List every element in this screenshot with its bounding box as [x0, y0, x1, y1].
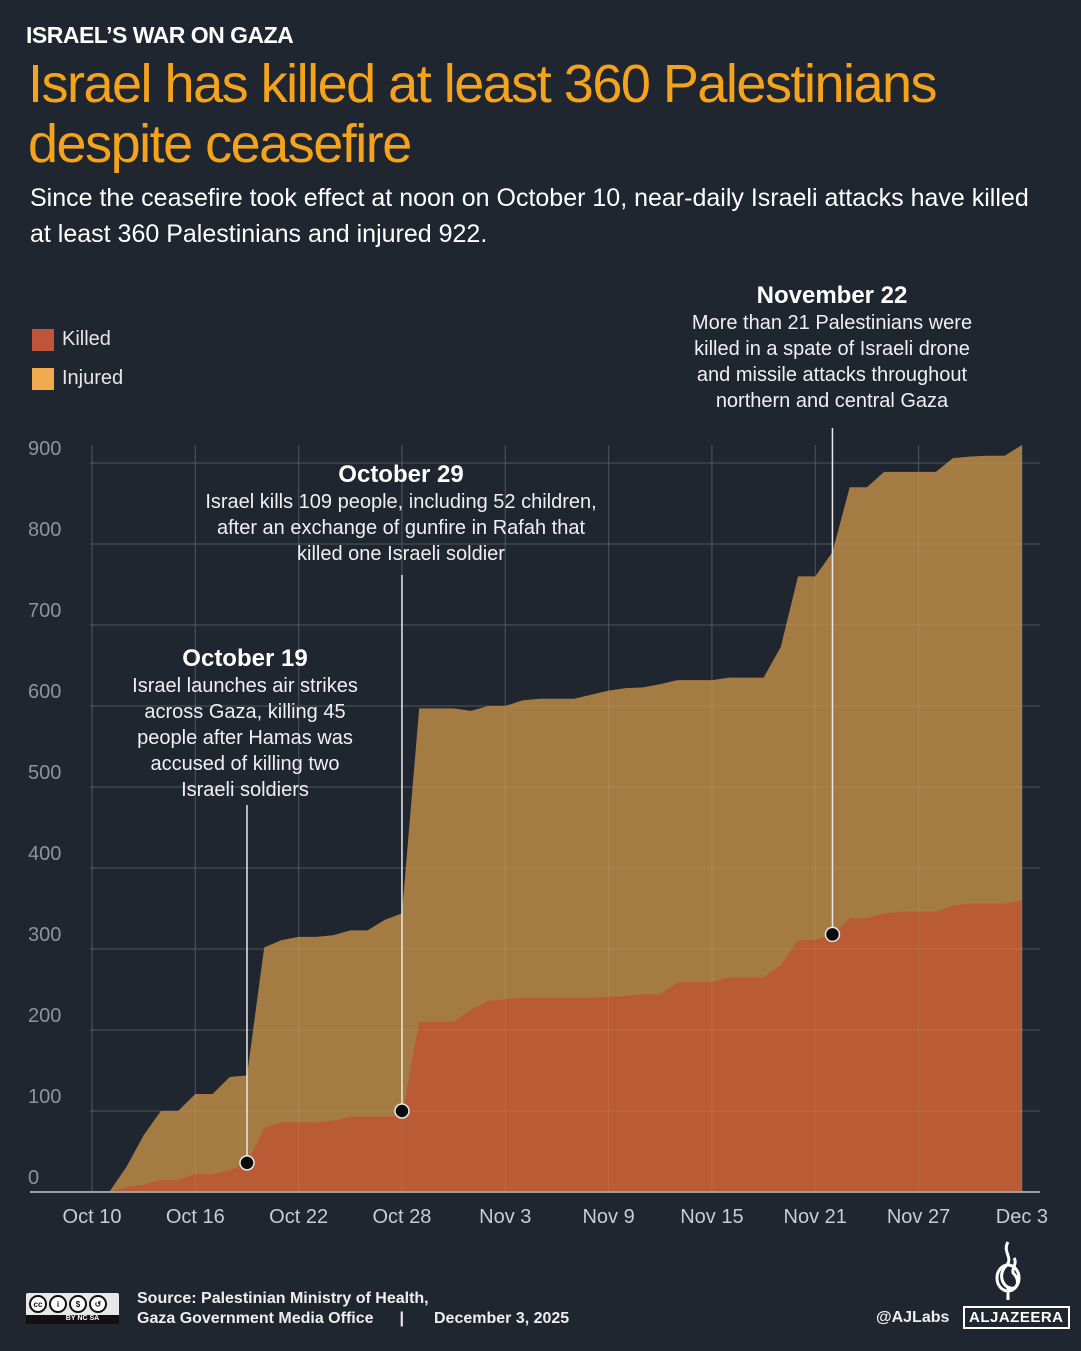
handle: @AJLabs: [876, 1309, 950, 1326]
page-title: Israel has killed at least 360 Palestini…: [28, 54, 938, 174]
y-tick-label: 500: [28, 762, 61, 784]
x-tick-label: Oct 16: [166, 1206, 225, 1228]
annotation-text: Israel kills 109 people, including 52 ch…: [205, 491, 596, 513]
annotation-text: people after Hamas was: [137, 727, 353, 749]
legend-item-killed: Killed: [32, 320, 123, 359]
annotation-marker: [394, 1103, 410, 1119]
annotation-title: October 19: [182, 645, 307, 672]
annotation-text: northern and central Gaza: [716, 390, 949, 412]
legend-label: Killed: [62, 328, 111, 350]
x-tick-label: Oct 22: [269, 1206, 328, 1228]
annotation-marker: [239, 1155, 255, 1171]
annotation-text: accused of killing two: [151, 753, 340, 775]
legend: Killed Injured: [32, 320, 123, 398]
y-tick-label: 200: [28, 1005, 61, 1027]
y-tick-label: 100: [28, 1086, 61, 1108]
annotation-text: Israel launches air strikes: [132, 675, 358, 697]
x-tick-label: Oct 10: [63, 1206, 122, 1228]
y-tick-label: 0: [28, 1167, 39, 1189]
y-tick-label: 800: [28, 519, 61, 541]
x-tick-label: Nov 9: [582, 1206, 634, 1228]
x-tick-label: Dec 3: [996, 1206, 1048, 1228]
publish-date: December 3, 2025: [434, 1310, 570, 1327]
kicker: ISRAEL’S WAR ON GAZA: [26, 22, 294, 48]
annotation-text: Israeli soldiers: [181, 779, 309, 801]
legend-item-injured: Injured: [32, 359, 123, 398]
annotation-text: killed one Israeli soldier: [297, 543, 505, 565]
annotation-text: across Gaza, killing 45: [144, 701, 345, 723]
x-tick-label: Oct 28: [372, 1206, 431, 1228]
source-line: Source: Palestinian Ministry of Health,: [137, 1290, 429, 1307]
y-tick-label: 300: [28, 924, 61, 946]
x-tick-label: Nov 3: [479, 1206, 531, 1228]
annotation-text: killed in a spate of Israeli drone: [694, 338, 970, 360]
x-tick-label: Nov 15: [680, 1206, 743, 1228]
x-tick-label: Nov 21: [784, 1206, 847, 1228]
source: Source: Palestinian Ministry of Health, …: [137, 1289, 569, 1329]
annotation-marker: [824, 926, 841, 943]
y-tick-label: 600: [28, 681, 61, 703]
y-tick-label: 400: [28, 843, 61, 865]
aljazeera-wordmark: ALJAZEERA: [963, 1306, 1070, 1329]
legend-swatch-injured: [32, 367, 54, 390]
annotation-title: November 22: [757, 282, 908, 309]
legend-swatch-killed: [32, 328, 54, 351]
legend-label: Injured: [62, 367, 124, 389]
separator: |: [399, 1310, 404, 1327]
creative-commons-logo: cc i $ ↺ BY NC SA: [26, 1293, 119, 1324]
x-tick-label: Nov 27: [887, 1206, 950, 1228]
annotation-title: October 29: [338, 461, 463, 488]
aljazeera-logo-icon: [995, 1241, 1021, 1300]
y-tick-label: 700: [28, 600, 61, 622]
annotation-text: More than 21 Palestinians were: [692, 312, 972, 334]
area-killed: [92, 900, 1022, 1192]
source-line: Gaza Government Media Office: [137, 1310, 374, 1327]
y-tick-label: 900: [28, 438, 61, 460]
annotation-text: after an exchange of gunfire in Rafah th…: [217, 517, 585, 539]
annotation-text: and missile attacks throughout: [697, 364, 968, 386]
subtitle: Since the ceasefire took effect at noon …: [30, 184, 1029, 248]
